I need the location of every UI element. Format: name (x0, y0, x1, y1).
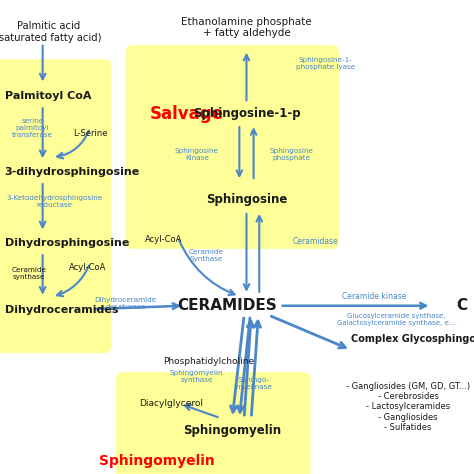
Text: Ceramide
Synthase: Ceramide Synthase (189, 249, 224, 263)
Text: Sphingomyelin: Sphingomyelin (99, 454, 214, 468)
FancyBboxPatch shape (116, 372, 310, 474)
Text: Sphingosine-1-
phosphate lyase: Sphingosine-1- phosphate lyase (296, 57, 356, 71)
Text: Glucosylceramide synthase,
Galactosylceramide synthase, e...: Glucosylceramide synthase, Galactosylcer… (337, 313, 455, 327)
Text: Complex Glycosphingolipids: Complex Glycosphingolipids (351, 334, 474, 344)
Text: Ethanolamine phosphate
+ fatty aldehyde: Ethanolamine phosphate + fatty aldehyde (181, 17, 312, 38)
Text: Acyl-CoA: Acyl-CoA (69, 264, 106, 272)
Text: C: C (456, 298, 467, 313)
Text: Ceramide
synthase: Ceramide synthase (12, 267, 47, 281)
Text: Sphingosine-1-p: Sphingosine-1-p (192, 107, 301, 120)
Text: 3-Ketodehydrosphingosine
reductase: 3-Ketodehydrosphingosine reductase (6, 195, 103, 208)
Text: Phosphatidylcholine: Phosphatidylcholine (163, 357, 254, 365)
Text: Sphingosine
phosphate: Sphingosine phosphate (270, 148, 313, 162)
Text: CERAMIDES: CERAMIDES (178, 298, 277, 313)
Text: Acyl-CoA: Acyl-CoA (145, 235, 182, 244)
FancyBboxPatch shape (126, 45, 339, 249)
FancyBboxPatch shape (0, 59, 111, 353)
Text: Ceramide kinase: Ceramide kinase (342, 292, 407, 301)
Text: Sphingosine: Sphingosine (206, 192, 287, 206)
Text: Palmitic acid
(saturated fatty acid): Palmitic acid (saturated fatty acid) (0, 21, 102, 43)
Text: Palmitoyl CoA: Palmitoyl CoA (5, 91, 91, 101)
Text: Sphingomyelin
synthase: Sphingomyelin synthase (170, 370, 223, 383)
Text: 3-dihydrosphingosine: 3-dihydrosphingosine (5, 166, 140, 177)
Text: Salvage: Salvage (149, 105, 223, 123)
Text: L-Serine: L-Serine (73, 129, 108, 138)
Text: Sphingo-
myelinase: Sphingo- myelinase (235, 377, 272, 391)
Text: Dihydroceramide
desaturase: Dihydroceramide desaturase (94, 297, 157, 310)
Text: Dihydrosphingosine: Dihydrosphingosine (5, 237, 129, 248)
Text: Diacylglycerol: Diacylglycerol (138, 400, 203, 408)
Text: Dihydroceramides: Dihydroceramides (5, 305, 118, 316)
Text: serine
palmitoyl
transferase: serine palmitoyl transferase (12, 118, 53, 138)
Text: Sphingosine
Kinase: Sphingosine Kinase (175, 148, 219, 162)
Text: - Gangliosides (GM, GD, GT...)
- Cerebrosides
- Lactosylceramides
- Gangliosides: - Gangliosides (GM, GD, GT...) - Cerebro… (346, 382, 470, 432)
Text: Sphingomyelin: Sphingomyelin (183, 424, 282, 437)
Text: Ceramidase: Ceramidase (293, 237, 339, 246)
